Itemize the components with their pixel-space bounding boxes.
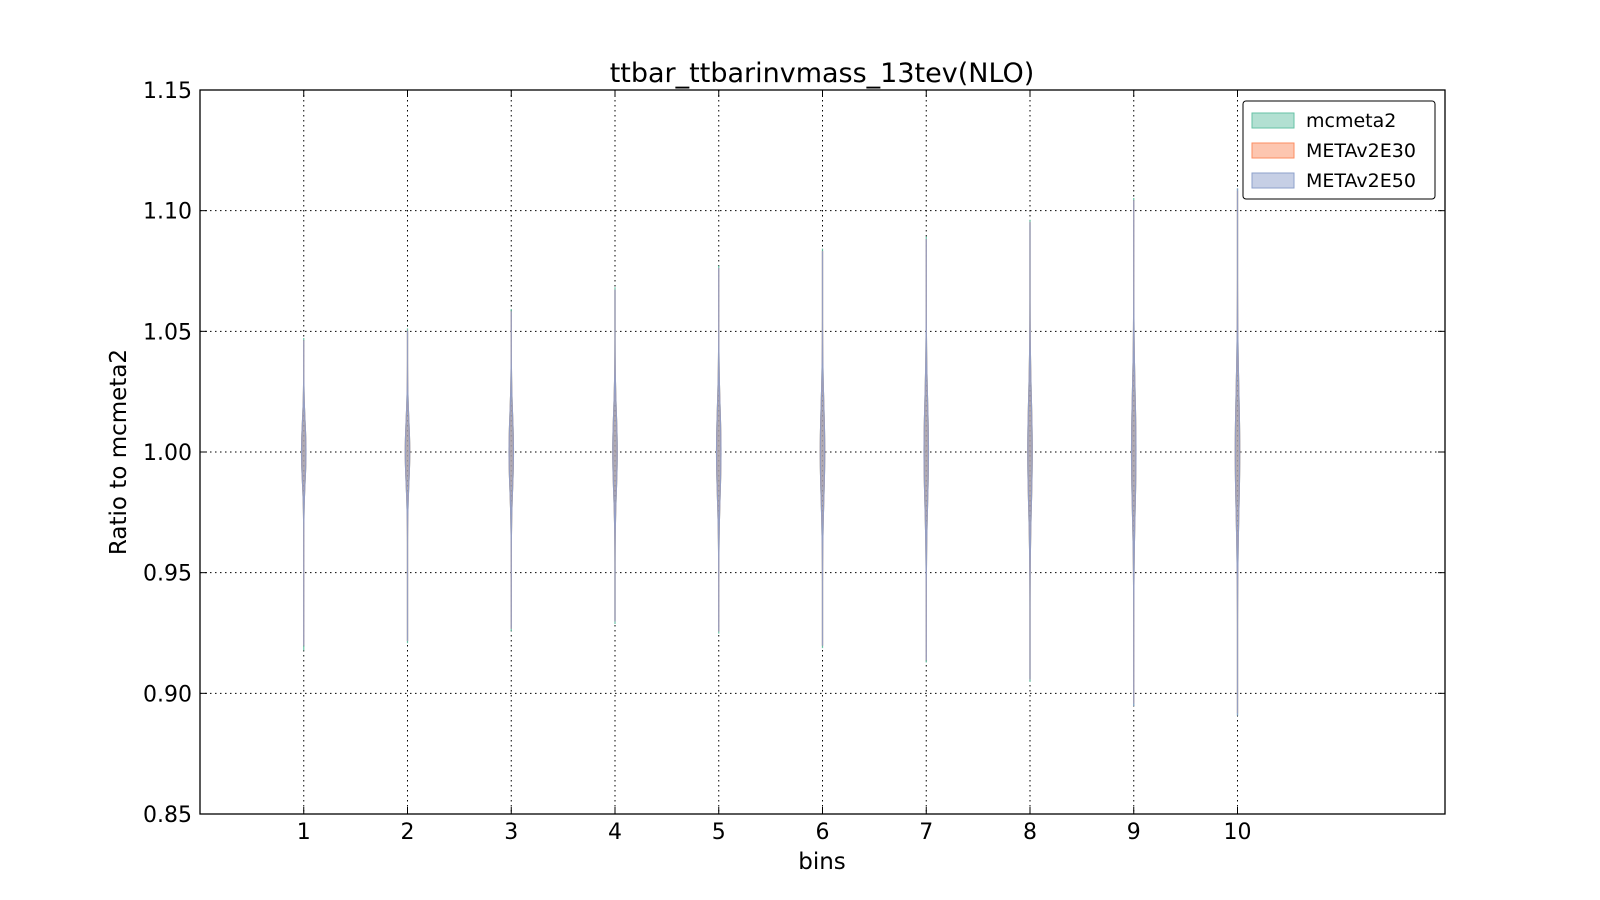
violin — [715, 267, 722, 632]
y-tick-label: 1.15 — [143, 79, 192, 104]
violin-layer — [300, 188, 1241, 716]
violin — [1130, 200, 1137, 706]
legend-swatch — [1251, 172, 1295, 189]
y-tick-label: 1.10 — [143, 200, 192, 225]
x-tick-label: 5 — [712, 820, 726, 845]
violin — [300, 340, 307, 646]
y-tick-label: 0.95 — [143, 562, 192, 587]
y-tick-label: 0.90 — [143, 682, 192, 707]
violin-series-METAv2E50 — [300, 188, 1241, 716]
y-tick-label: 1.00 — [143, 441, 192, 466]
axis-ticks: 0.85 0.90 0.95 1.00 1.05 1.10 1.15 1 2 3 4 5 6 7 8 9 10 — [143, 79, 1445, 845]
legend-swatch — [1251, 112, 1295, 129]
x-tick-label: 7 — [919, 820, 933, 845]
y-axis-label: Ratio to mcmeta2 — [106, 349, 132, 555]
x-tick-label: 4 — [608, 820, 622, 845]
x-tick-label: 2 — [401, 820, 415, 845]
x-axis-label: bins — [798, 849, 846, 875]
x-tick-label: 1 — [297, 820, 311, 845]
chart-title: ttbar_ttbarinvmass_13tev(NLO) — [610, 58, 1035, 89]
x-tick-label: 3 — [504, 820, 518, 845]
legend-label: METAv2E30 — [1306, 140, 1416, 162]
violin — [923, 239, 930, 661]
legend: mcmeta2 METAv2E30 METAv2E50 — [1242, 100, 1436, 200]
legend-swatch — [1251, 142, 1295, 159]
x-tick-label: 10 — [1224, 820, 1252, 845]
violin — [612, 289, 618, 622]
legend-label: mcmeta2 — [1306, 110, 1396, 132]
violin — [1027, 222, 1033, 680]
x-tick-label: 9 — [1127, 820, 1141, 845]
violin — [819, 251, 826, 646]
x-tick-label: 6 — [816, 820, 830, 845]
violin — [1234, 188, 1241, 716]
legend-label: METAv2E50 — [1306, 170, 1416, 192]
violin — [508, 311, 515, 629]
y-tick-label: 0.85 — [143, 803, 192, 828]
y-tick-label: 1.05 — [143, 320, 192, 345]
x-tick-label: 8 — [1023, 820, 1037, 845]
violin — [404, 330, 411, 641]
